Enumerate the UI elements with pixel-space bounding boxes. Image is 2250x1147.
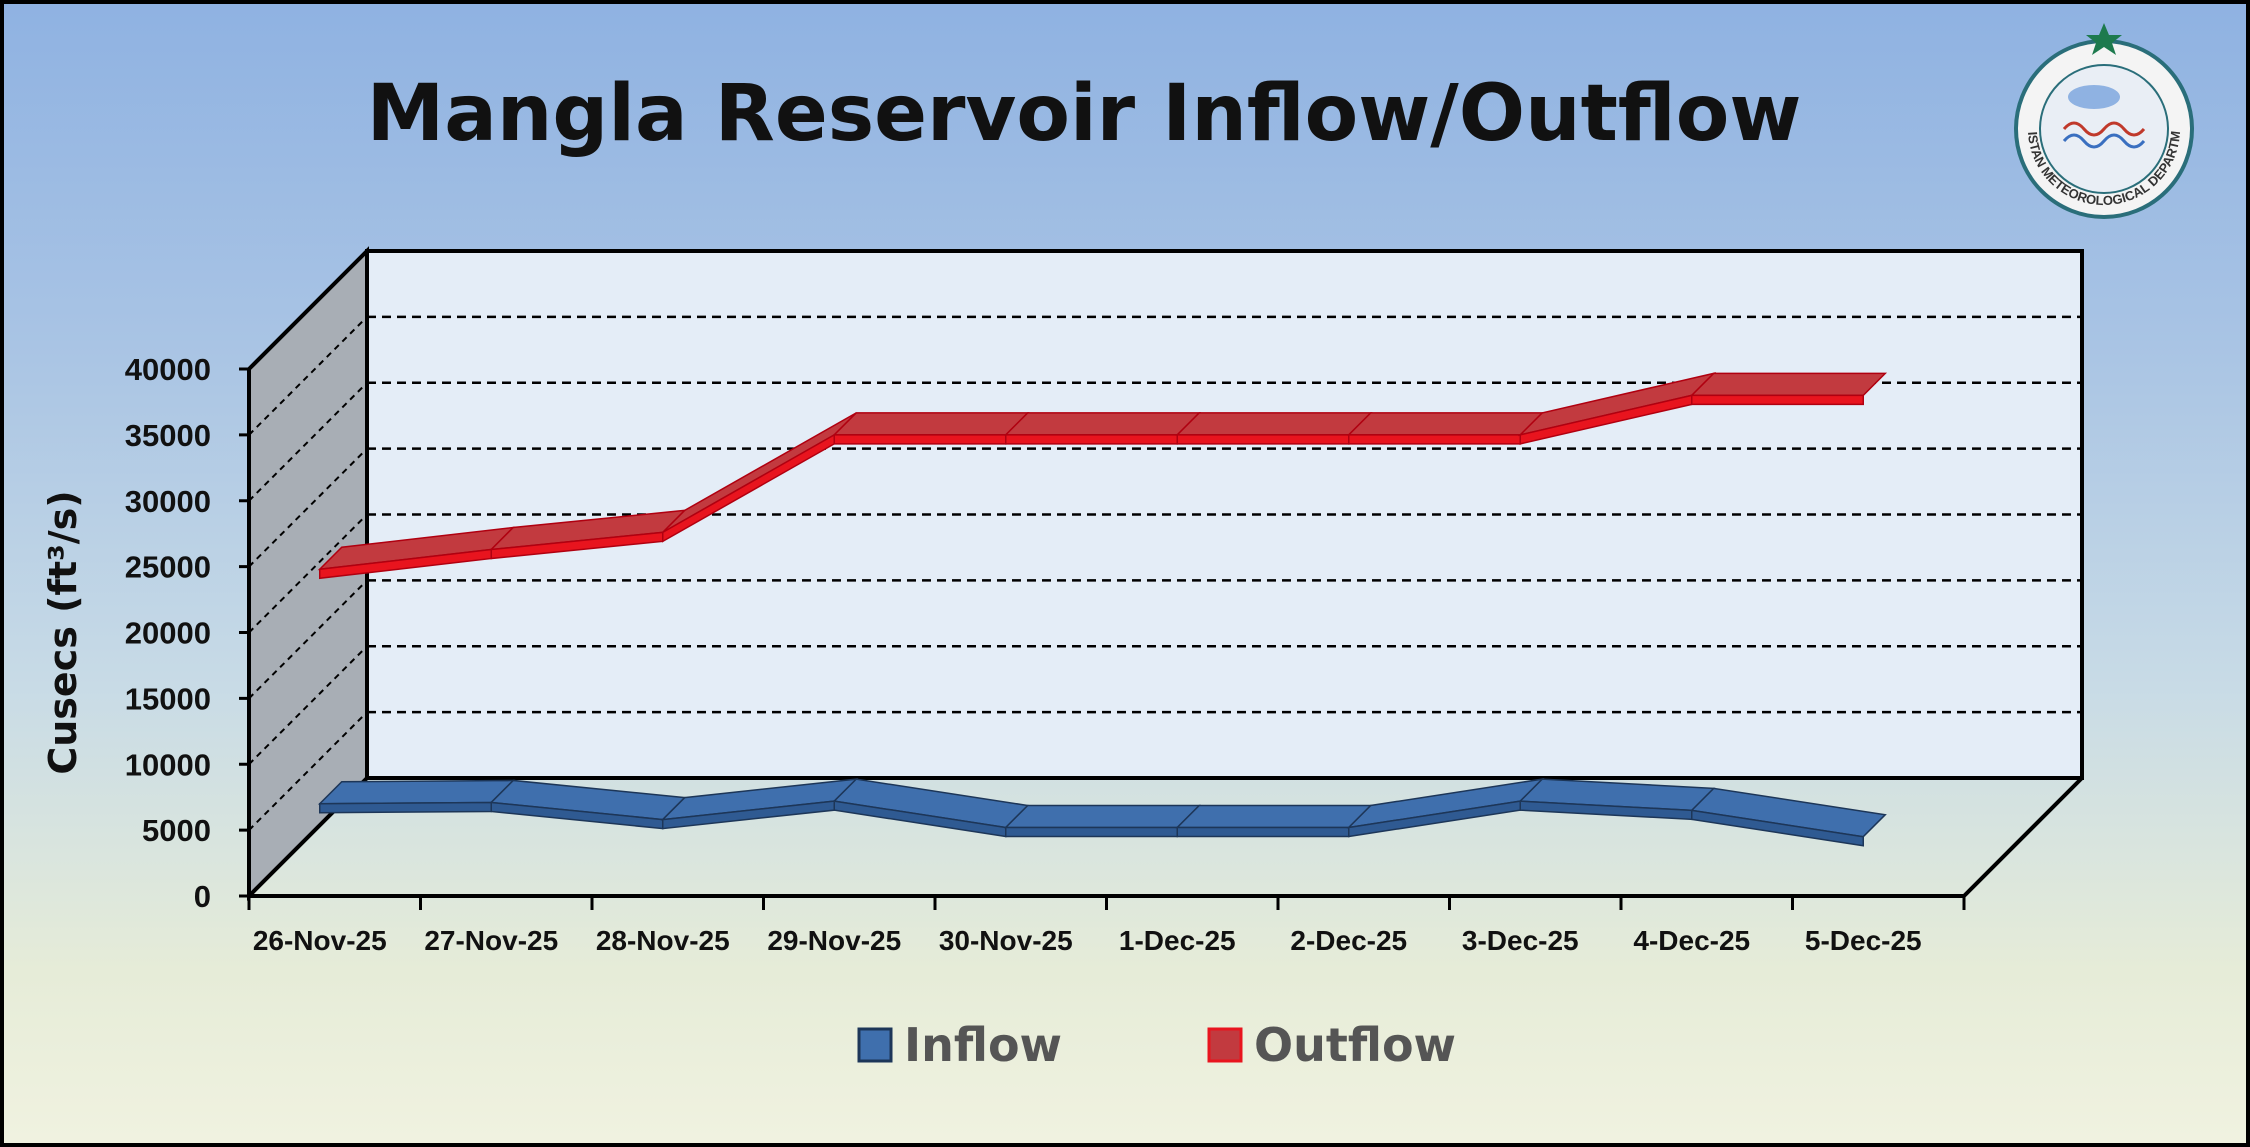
outflow-segment-top: [1346, 412, 1545, 436]
y-tick-label: 15000: [125, 681, 211, 716]
inflow-segment-top: [1175, 804, 1373, 829]
x-tick-label: 4-Dec-25: [1633, 925, 1750, 956]
outflow-segment-front: [1176, 434, 1350, 445]
outflow-segment-front: [833, 434, 1007, 445]
legend-swatch-inflow: [857, 1027, 893, 1063]
y-tick-label: 0: [194, 879, 211, 914]
outflow-segment-top: [1175, 412, 1373, 436]
legend-label-inflow: Inflow: [904, 1018, 1062, 1072]
floor-right-edge: [1962, 776, 2084, 898]
x-tick-label: 29-Nov-25: [767, 925, 901, 956]
gridline-side: [248, 447, 368, 568]
inflow-segment-front: [319, 801, 492, 814]
outflow-segment-top: [1689, 372, 1888, 397]
legend-label-outflow: Outflow: [1254, 1018, 1456, 1072]
y-tick-label: 5000: [142, 813, 211, 848]
y-tick-label: 40000: [125, 352, 211, 387]
gridline-side: [248, 316, 368, 436]
legend: Inflow Outflow: [857, 1018, 1456, 1072]
y-tick-label: 10000: [125, 747, 211, 782]
x-tick-label: 27-Nov-25: [424, 925, 558, 956]
x-tick-label: 26-Nov-25: [253, 925, 387, 956]
y-axis-label: Cusecs (ft³/s): [41, 490, 85, 774]
y-tick-label: 30000: [125, 484, 211, 519]
pmd-logo: PAKISTAN METEOROLOGICAL DEPARTMENT: [2014, 23, 2194, 219]
x-tick-label: 30-Nov-25: [939, 925, 1073, 956]
inflow-segment-top: [1003, 804, 1202, 829]
gridline-side: [248, 382, 368, 502]
inflow-segment-front: [1005, 826, 1178, 838]
x-tick-label: 5-Dec-25: [1805, 925, 1922, 956]
star-icon: [2086, 23, 2122, 55]
gridline-side: [248, 579, 368, 700]
outflow-segment-top: [1003, 412, 1202, 436]
gridline-side: [248, 513, 368, 634]
x-tick-label: 3-Dec-25: [1462, 925, 1579, 956]
gridline-side: [248, 645, 368, 765]
x-tick-label: 2-Dec-25: [1290, 925, 1407, 956]
inflow-segment-top: [317, 779, 516, 805]
inflow-segment-front: [1176, 826, 1350, 838]
legend-swatch-outflow: [1207, 1027, 1243, 1063]
x-tick-label: 1-Dec-25: [1119, 925, 1236, 956]
y-tick-label: 25000: [125, 550, 211, 585]
gridline-side: [248, 250, 368, 370]
gridline-side: [248, 711, 368, 831]
outflow-segment-front: [1005, 434, 1178, 445]
y-tick-label: 35000: [125, 418, 211, 453]
x-tick-label: 28-Nov-25: [596, 925, 730, 956]
chart-area: 0 5000 10000 15000 20000 25000 30000 35000 40000…: [41, 23, 2194, 1072]
outflow-segment-front: [1348, 434, 1521, 445]
outflow-segment-front: [1691, 394, 1864, 406]
chart-title: Mangla Reservoir Inflow/Outflow: [366, 69, 1802, 159]
outflow-segment-top: [832, 412, 1030, 436]
inflow-segment-front: [1691, 809, 1864, 847]
plot-group: 0 5000 10000 15000 20000 25000 30000 35000 40000…: [41, 246, 2084, 956]
y-tick-label: 20000: [125, 616, 211, 651]
